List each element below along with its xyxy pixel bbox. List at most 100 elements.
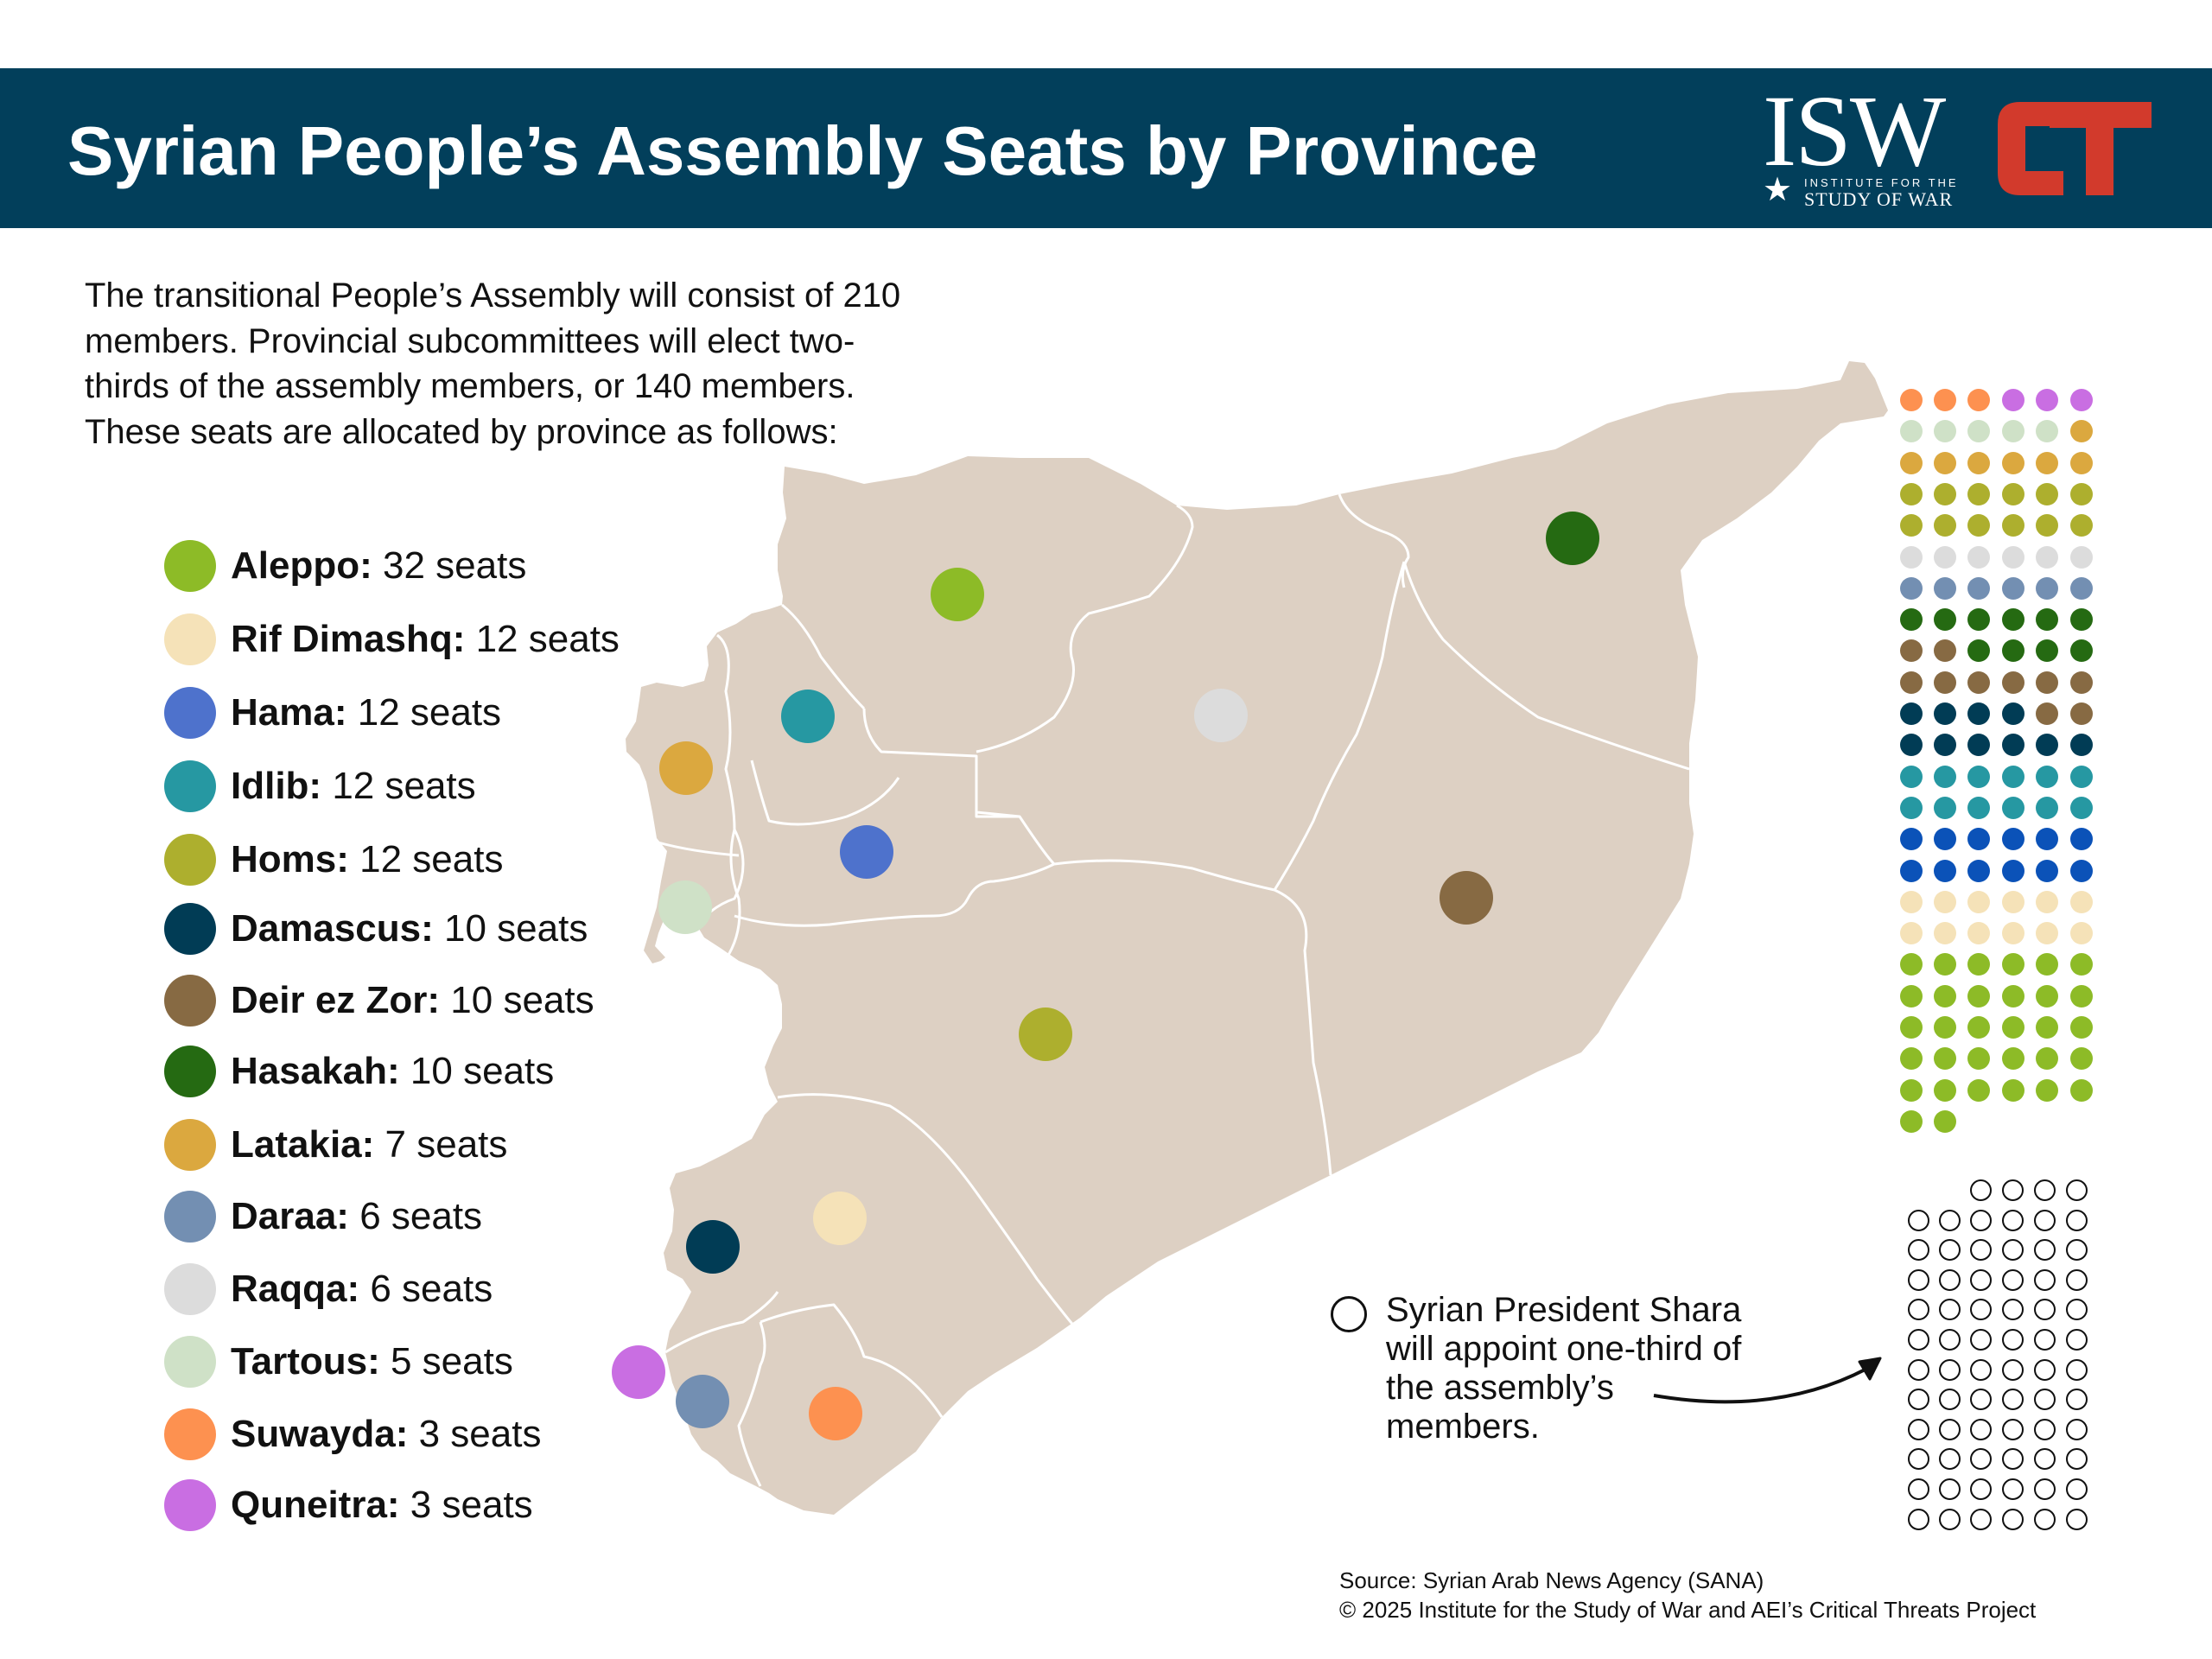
elected-seat-dot [1967,482,1990,505]
elected-seat-dot [1967,420,1990,443]
legend-label: Hasakah: 10 seats [231,1046,554,1097]
elected-seat-dot [2036,828,2058,851]
appointed-seat-dot [1970,1329,1992,1351]
appointed-seat-dot [2002,1299,2024,1321]
appointed-seat-dot [2002,1358,2024,1381]
border-homs-rifdimashq [777,1093,1090,1344]
legend-dot [164,1191,216,1243]
elected-seat-dot [1900,451,1923,474]
border-raqqa-hasakah [1338,493,1410,588]
elected-seat-dot [2070,1078,2093,1102]
source-line-2: © 2025 Institute for the Study of War an… [1339,1597,2037,1623]
elected-seat-dot [1967,514,1990,537]
legend-seat-count: 10 seats [399,1050,555,1092]
page-title: Syrian People’s Assembly Seats by Provin… [67,112,1538,189]
elected-seat-dot [1900,734,1923,757]
elected-seat-dot [2002,514,2024,537]
elected-seat-dot [2070,389,2093,411]
elected-seat-dot [1900,420,1923,443]
elected-seat-dot [1934,1047,1956,1071]
legend-seat-count: 10 seats [440,979,594,1021]
elected-seat-dot [1967,1047,1990,1071]
appointed-seat-dot [1939,1358,1961,1381]
elected-seat-dot [2070,796,2093,819]
elected-seat-dot [2036,953,2058,976]
legend-label: Quneitra: 3 seats [231,1479,533,1531]
legend-label: Homs: 12 seats [231,834,503,886]
source-citation: Source: Syrian Arab News Agency (SANA) ©… [1339,1566,2036,1624]
appointed-seat-dot [2034,1299,2056,1321]
elected-seat-dot [2002,984,2024,1007]
elected-seat-dot [1934,451,1956,474]
legend-province-name: Damascus: [231,907,434,950]
legend-seat-count: 12 seats [465,618,620,660]
border-homs-raqqa [1053,859,1275,892]
appointed-seat-dot [2066,1389,2088,1411]
elected-seat-dot [1900,545,1923,569]
elected-seat-dot [1934,514,1956,537]
elected-seat-dot [2002,1047,2024,1071]
appointed-seat-dot [1908,1389,1929,1411]
elected-seat-dot [2070,890,2093,913]
marker-latakia [659,741,713,795]
elected-seat-dot [1967,765,1990,788]
legend-province-name: Hama: [231,691,347,734]
elected-seat-dot [1934,922,1956,945]
legend-label: Rif Dimashq: 12 seats [231,613,620,665]
appointed-seat-dot [2066,1358,2088,1381]
border-latakia-idlib [716,633,736,830]
elected-seat-dot [2002,859,2024,882]
elected-seat-dot [1934,828,1956,851]
legend-label: Daraa: 6 seats [231,1191,482,1243]
elected-seat-dot [2002,953,2024,976]
legend-dot [164,975,216,1027]
elected-seat-dot [2036,451,2058,474]
appointed-seat-dot [1970,1358,1992,1381]
appointed-seat-dot [1970,1268,1992,1291]
elected-seat-dot [2002,1016,2024,1039]
appointed-seat-dot [2034,1418,2056,1440]
elected-seat-dot [2036,482,2058,505]
elected-seat-dot [1934,1109,1956,1133]
marker-hama [840,825,893,879]
elected-seat-dot [1900,702,1923,725]
appointed-seat-dot [1908,1448,1929,1471]
legend-seat-count: 3 seats [399,1484,533,1526]
marker-suwayda [809,1387,862,1440]
legend-label: Deir ez Zor: 10 seats [231,975,594,1027]
elected-seat-dot [2036,608,2058,632]
border-coast-internal [724,829,741,960]
elected-seat-dot [1934,482,1956,505]
legend-dot [164,1263,216,1315]
appointed-seat-dot [2066,1299,2088,1321]
elected-seat-dot [1900,984,1923,1007]
appointed-seat-dot [2002,1389,2024,1411]
elected-seat-dot [2070,639,2093,663]
elected-seat-dot [1900,828,1923,851]
ct-logo: CT [1998,102,2152,195]
appointed-seat-dot [2066,1209,2088,1231]
marker-quneitra [612,1345,665,1399]
appointed-seat-dot [1970,1508,1992,1530]
appointed-seat-dot [1970,1179,1992,1201]
elected-seat-dot [1934,765,1956,788]
elected-seat-dot [2036,859,2058,882]
appointed-seat-dot [2034,1268,2056,1291]
elected-seat-dot [1967,922,1990,945]
elected-seat-dot [2036,671,2058,694]
elected-seat-dot [1900,859,1923,882]
elected-seat-dot [2070,702,2093,725]
map-land [626,361,1888,1515]
source-line-1: Source: Syrian Arab News Agency (SANA) [1339,1567,1764,1593]
legend-seat-count: 10 seats [433,907,588,950]
marker-hasakah [1546,512,1599,565]
elected-seat-dot [2070,420,2093,443]
isw-logo-subtitle-1: INSTITUTE FOR THE [1804,176,1959,189]
legend-label: Idlib: 12 seats [231,760,476,812]
appointed-seat-dot [2002,1179,2024,1201]
appointed-seat-dot [2066,1448,2088,1471]
elected-seat-dot [2036,545,2058,569]
ct-logo-t [2050,102,2152,195]
appointed-seat-dot [1970,1478,1992,1500]
legend-province-name: Quneitra: [231,1484,400,1526]
